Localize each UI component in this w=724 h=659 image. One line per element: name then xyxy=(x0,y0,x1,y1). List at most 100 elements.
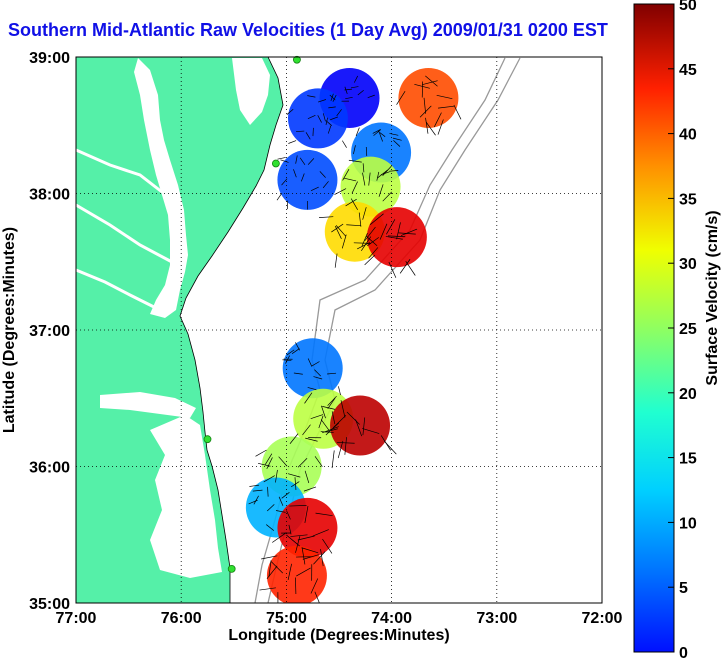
velocity-arrow xyxy=(276,192,283,201)
velocity-arrow xyxy=(338,386,341,396)
velocity-arrow xyxy=(389,133,399,136)
barrier-island-outline xyxy=(179,57,284,603)
velocity-cell xyxy=(277,497,338,558)
velocity-arrow xyxy=(344,86,348,94)
y-tick-label: 37:00 xyxy=(29,323,70,340)
velocity-arrow xyxy=(386,219,396,235)
velocity-arrow xyxy=(297,535,315,541)
velocity-arrow xyxy=(285,355,290,364)
velocity-arrow xyxy=(341,234,347,249)
velocity-arrow xyxy=(322,406,335,410)
velocity-arrow xyxy=(336,109,342,117)
velocity-arrow xyxy=(291,348,300,354)
velocity-arrow xyxy=(335,225,346,237)
velocity-arrow xyxy=(382,165,392,176)
velocity-arrow xyxy=(353,242,372,244)
velocity-arrow xyxy=(317,99,327,103)
velocity-arrow xyxy=(376,171,380,181)
velocity-arrow xyxy=(362,207,367,220)
velocity-arrow xyxy=(405,260,416,276)
velocity-arrow xyxy=(315,512,333,517)
velocity-arrow xyxy=(321,405,326,419)
velocity-cell xyxy=(282,338,343,399)
velocity-arrow xyxy=(348,159,362,163)
velocity-arrow xyxy=(388,261,397,278)
velocity-arrow xyxy=(304,392,313,404)
velocity-arrow xyxy=(372,128,381,134)
velocity-arrow xyxy=(353,145,356,155)
velocity-arrow xyxy=(313,376,323,380)
velocity-arrow xyxy=(286,108,294,115)
velocity-arrow xyxy=(293,169,297,178)
velocity-arrow xyxy=(334,253,338,268)
radar-stations xyxy=(203,55,301,573)
x-tick-label: 73:00 xyxy=(476,610,517,627)
velocity-arrow xyxy=(268,560,272,577)
velocity-arrow xyxy=(267,486,269,497)
velocity-arrow xyxy=(322,113,326,122)
velocity-arrow xyxy=(345,96,353,100)
velocity-arrow xyxy=(392,137,402,141)
velocity-arrow xyxy=(351,86,359,89)
velocity-arrow xyxy=(425,122,436,136)
velocity-arrow xyxy=(261,555,278,560)
velocity-arrow xyxy=(319,171,326,178)
velocity-arrow xyxy=(307,95,316,98)
rappahannock-river xyxy=(76,203,173,264)
x-tick-label: 76:00 xyxy=(161,610,202,627)
velocity-arrow xyxy=(327,125,332,134)
velocity-arrow xyxy=(266,524,275,531)
velocity-arrow xyxy=(337,440,344,459)
velocity-arrow xyxy=(249,484,260,487)
x-tick-label: 77:00 xyxy=(56,610,97,627)
velocity-arrow xyxy=(366,236,378,247)
velocity-arrow xyxy=(344,437,347,455)
velocity-arrow xyxy=(255,449,267,457)
velocity-arrow xyxy=(322,538,333,554)
velocity-arrow xyxy=(331,223,344,233)
velocity-arrow xyxy=(343,177,357,182)
velocity-arrow xyxy=(320,419,330,431)
radar-station-marker xyxy=(271,159,280,168)
velocity-arrow xyxy=(399,259,411,274)
velocity-arrow xyxy=(289,433,299,444)
james-river xyxy=(76,268,161,312)
velocity-arrow xyxy=(281,492,290,499)
velocity-arrow xyxy=(327,395,337,406)
velocity-arrow xyxy=(361,233,368,247)
velocity-arrow xyxy=(290,534,308,537)
delaware-bay xyxy=(232,58,270,125)
velocity-arrow xyxy=(357,89,364,96)
velocity-arrow xyxy=(379,132,383,142)
velocity-arrow xyxy=(318,415,324,429)
velocity-arrow xyxy=(378,184,384,197)
velocity-arrow xyxy=(438,105,454,109)
velocity-arrow xyxy=(362,163,365,173)
velocity-arrow xyxy=(314,369,321,377)
velocity-arrow xyxy=(320,548,324,567)
velocity-arrow xyxy=(422,80,438,86)
velocity-cell xyxy=(287,88,348,149)
velocity-arrow xyxy=(329,94,336,101)
velocity-arrow xyxy=(346,224,361,227)
x-tick-label: 74:00 xyxy=(371,610,412,627)
velocity-arrow xyxy=(364,254,376,266)
velocity-arrow xyxy=(278,496,284,506)
velocity-arrow xyxy=(344,88,353,91)
velocity-arrow xyxy=(287,563,292,580)
velocity-arrow xyxy=(272,532,287,543)
velocity-arrow xyxy=(275,469,278,483)
velocity-arrow xyxy=(342,140,347,148)
velocity-arrow xyxy=(362,428,380,434)
velocity-arrow xyxy=(290,481,300,488)
velocity-arrow xyxy=(317,115,322,123)
velocity-arrow xyxy=(297,457,308,468)
velocity-arrow xyxy=(425,117,429,134)
velocity-arrow xyxy=(332,94,337,102)
velocity-arrow xyxy=(263,475,275,483)
velocity-arrow xyxy=(396,90,406,105)
velocity-arrow xyxy=(303,486,317,492)
velocity-arrow xyxy=(353,75,359,83)
x-tick-label: 72:00 xyxy=(582,610,623,627)
